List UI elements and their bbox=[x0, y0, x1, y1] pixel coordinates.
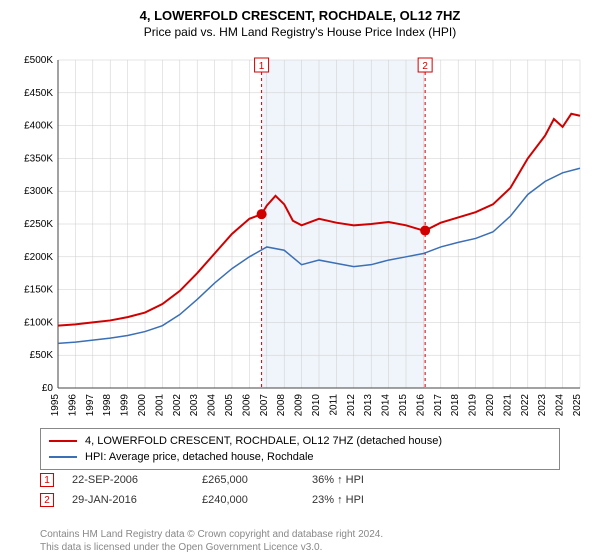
svg-text:2000: 2000 bbox=[137, 394, 148, 417]
svg-text:2023: 2023 bbox=[537, 394, 548, 417]
svg-text:£450K: £450K bbox=[24, 88, 53, 99]
sale-row: 2 29-JAN-2016 £240,000 23% ↑ HPI bbox=[40, 490, 560, 510]
legend-label: 4, LOWERFOLD CRESCENT, ROCHDALE, OL12 7H… bbox=[85, 435, 442, 447]
svg-text:1: 1 bbox=[259, 61, 265, 72]
svg-text:2016: 2016 bbox=[415, 394, 426, 417]
svg-text:£0: £0 bbox=[42, 383, 54, 394]
svg-text:£200K: £200K bbox=[24, 252, 53, 263]
svg-text:2004: 2004 bbox=[207, 394, 218, 417]
svg-text:£100K: £100K bbox=[24, 317, 53, 328]
chart-title: 4, LOWERFOLD CRESCENT, ROCHDALE, OL12 7H… bbox=[0, 0, 600, 23]
line-chart: £0 £50K £100K £150K £200K £250K £300K £350K £400… bbox=[10, 50, 590, 418]
sale-date: 29-JAN-2016 bbox=[72, 494, 202, 506]
svg-text:2025: 2025 bbox=[572, 394, 583, 417]
svg-text:2014: 2014 bbox=[381, 394, 392, 417]
legend-swatch bbox=[49, 440, 77, 442]
svg-text:£500K: £500K bbox=[24, 55, 53, 66]
legend-label: HPI: Average price, detached house, Roch… bbox=[85, 451, 314, 463]
legend-item: HPI: Average price, detached house, Roch… bbox=[49, 449, 551, 465]
svg-text:2: 2 bbox=[422, 61, 428, 72]
svg-text:2009: 2009 bbox=[294, 394, 305, 417]
legend-swatch bbox=[49, 456, 77, 458]
sale-hpi: 23% ↑ HPI bbox=[312, 494, 412, 506]
svg-text:2017: 2017 bbox=[433, 394, 444, 417]
svg-text:1996: 1996 bbox=[67, 394, 78, 417]
svg-text:£150K: £150K bbox=[24, 285, 53, 296]
sale-date: 22-SEP-2006 bbox=[72, 474, 202, 486]
svg-text:2019: 2019 bbox=[468, 394, 479, 417]
svg-text:2002: 2002 bbox=[172, 394, 183, 417]
svg-text:1997: 1997 bbox=[85, 394, 96, 417]
footer-line: Contains HM Land Registry data © Crown c… bbox=[40, 528, 383, 541]
svg-text:2012: 2012 bbox=[346, 394, 357, 417]
svg-text:2010: 2010 bbox=[311, 394, 322, 417]
svg-text:2022: 2022 bbox=[520, 394, 531, 417]
legend: 4, LOWERFOLD CRESCENT, ROCHDALE, OL12 7H… bbox=[40, 428, 560, 470]
sale-row: 1 22-SEP-2006 £265,000 36% ↑ HPI bbox=[40, 470, 560, 490]
chart-area: £0 £50K £100K £150K £200K £250K £300K £350K £400… bbox=[10, 50, 590, 418]
svg-text:£50K: £50K bbox=[30, 350, 54, 361]
svg-text:2013: 2013 bbox=[363, 394, 374, 417]
chart-container: 4, LOWERFOLD CRESCENT, ROCHDALE, OL12 7H… bbox=[0, 0, 600, 560]
svg-text:2001: 2001 bbox=[154, 394, 165, 417]
svg-text:£250K: £250K bbox=[24, 219, 53, 230]
svg-text:£350K: £350K bbox=[24, 153, 53, 164]
svg-text:2008: 2008 bbox=[276, 394, 287, 417]
svg-text:2006: 2006 bbox=[241, 394, 252, 417]
chart-subtitle: Price paid vs. HM Land Registry's House … bbox=[0, 23, 600, 39]
svg-text:1999: 1999 bbox=[120, 394, 131, 417]
sale-price: £265,000 bbox=[202, 474, 312, 486]
sale-hpi: 36% ↑ HPI bbox=[312, 474, 412, 486]
svg-text:£400K: £400K bbox=[24, 121, 53, 132]
svg-text:2024: 2024 bbox=[555, 394, 566, 417]
svg-text:2015: 2015 bbox=[398, 394, 409, 417]
svg-text:2020: 2020 bbox=[485, 394, 496, 417]
svg-text:2003: 2003 bbox=[189, 394, 200, 417]
svg-text:1995: 1995 bbox=[50, 394, 61, 417]
svg-text:£300K: £300K bbox=[24, 186, 53, 197]
svg-text:2005: 2005 bbox=[224, 394, 235, 417]
footer-line: This data is licensed under the Open Gov… bbox=[40, 541, 383, 554]
svg-text:1998: 1998 bbox=[102, 394, 113, 417]
svg-text:2021: 2021 bbox=[502, 394, 513, 417]
svg-text:2011: 2011 bbox=[328, 394, 339, 416]
svg-text:2007: 2007 bbox=[259, 394, 270, 417]
footer-attribution: Contains HM Land Registry data © Crown c… bbox=[40, 528, 383, 554]
sales-list: 1 22-SEP-2006 £265,000 36% ↑ HPI 2 29-JA… bbox=[40, 470, 560, 510]
sale-marker-icon: 2 bbox=[40, 493, 54, 507]
svg-text:2018: 2018 bbox=[450, 394, 461, 417]
sale-price: £240,000 bbox=[202, 494, 312, 506]
sale-marker-icon: 1 bbox=[40, 473, 54, 487]
legend-item: 4, LOWERFOLD CRESCENT, ROCHDALE, OL12 7H… bbox=[49, 433, 551, 449]
